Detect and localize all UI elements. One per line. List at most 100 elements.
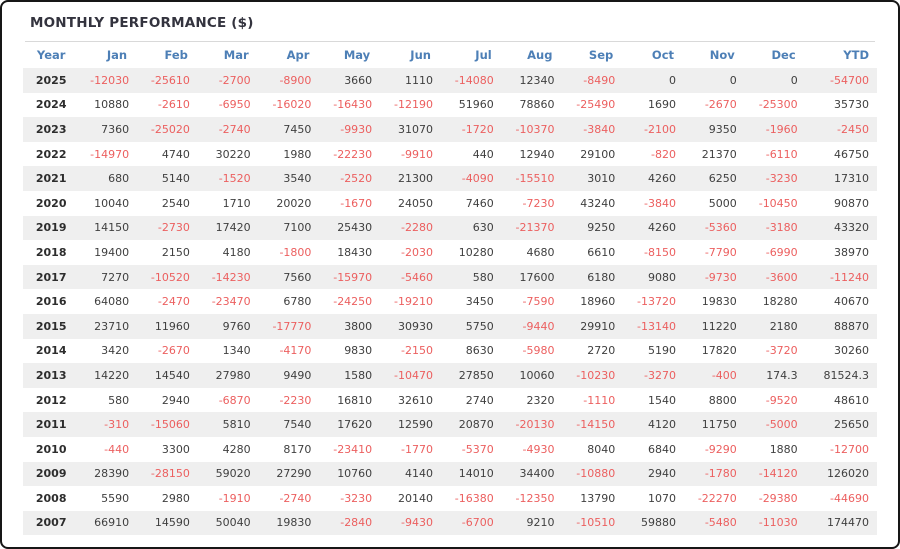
table-row: 2020 10040 2540 1710 20020 -1670 24050 7460 -723… (23, 191, 877, 216)
table-row: 2017 7270 -10520 -14230 7560 -15970 -5460 580 17… (23, 264, 877, 290)
value-cell: 38970 (834, 245, 869, 259)
value-cell: 2540 (161, 196, 190, 210)
value-cell: 7460 (465, 196, 494, 210)
value-cell: 1540 (648, 393, 677, 407)
year-cell: 2012 (35, 393, 67, 407)
value-cell: -310 (104, 418, 130, 432)
table-row: 2025 -12030 -25610 -2700 -8900 3660 1110 -14080… (23, 68, 877, 93)
value-cell: 88870 (834, 319, 869, 333)
column-header-year: Year (36, 48, 66, 62)
value-cell: -2230 (279, 393, 312, 407)
value-cell: 59880 (641, 516, 677, 530)
value-cell: 8800 (708, 393, 737, 407)
value-cell: -12350 (515, 491, 555, 505)
value-cell: -29380 (758, 491, 798, 505)
table-row: 2007 66910 14590 50040 19830 -2840 -9430 -6700 9… (23, 510, 877, 536)
value-cell: 126020 (827, 467, 869, 481)
value-cell: 2720 (587, 344, 616, 358)
value-cell: 24050 (397, 196, 433, 210)
column-header-sep: Sep (588, 48, 614, 62)
value-cell: -17770 (272, 319, 312, 333)
value-cell: 17310 (834, 172, 869, 186)
table-row: 2018 19400 2150 4180 -1800 18430 -2030 10280 468… (23, 240, 877, 265)
value-cell: -25610 (150, 73, 190, 87)
value-cell: -9440 (522, 319, 555, 333)
value-cell: -1780 (704, 467, 737, 481)
column-header-dec: Dec (771, 48, 796, 62)
value-cell: 4180 (222, 245, 251, 259)
value-cell: 6180 (587, 270, 616, 284)
table-header: Year Jan Feb Mar Apr May Jun Jul Aug Sep Oct Nov Dec… (23, 42, 877, 68)
year-cell: 2020 (35, 196, 67, 210)
value-cell: 2150 (161, 245, 190, 259)
value-cell: -10880 (576, 467, 616, 481)
column-header-aug: Aug (527, 48, 553, 62)
column-header-mar: Mar (223, 48, 249, 62)
value-cell: 46750 (834, 147, 869, 161)
value-cell: -1770 (400, 442, 433, 456)
year-cell: 2013 (35, 368, 67, 382)
value-cell: -4170 (279, 344, 312, 358)
value-cell: -1520 (218, 172, 251, 186)
value-cell: 7450 (283, 122, 312, 136)
value-cell: -2610 (157, 98, 190, 112)
value-cell: 17420 (215, 221, 251, 235)
value-cell: -10510 (576, 516, 616, 530)
year-cell: 2019 (35, 221, 67, 235)
table-row: 2019 14150 -2730 17420 7100 25430 -2280 630 -213… (23, 215, 877, 241)
value-cell: -820 (651, 147, 677, 161)
value-cell: 59020 (215, 467, 251, 481)
value-cell: 50040 (215, 516, 251, 530)
year-cell: 2018 (35, 245, 67, 259)
value-cell: -2280 (400, 221, 433, 235)
value-cell: -7790 (704, 245, 737, 259)
value-cell: 5750 (465, 319, 494, 333)
value-cell: 14590 (154, 516, 190, 530)
value-cell: 9210 (526, 516, 555, 530)
value-cell: -13140 (637, 319, 677, 333)
value-cell: 6610 (587, 245, 616, 259)
value-cell: 6250 (708, 172, 737, 186)
value-cell: -23470 (211, 295, 251, 309)
column-header-oct: Oct (651, 48, 675, 62)
column-header-nov: Nov (709, 48, 735, 62)
value-cell: -3600 (765, 270, 798, 284)
value-cell: 29910 (580, 319, 616, 333)
value-cell: 14220 (94, 368, 130, 382)
value-cell: 12590 (397, 418, 433, 432)
table-row: 2011 -310 -15060 5810 7540 17620 12590 20870 -20… (23, 412, 877, 437)
value-cell: 34400 (519, 467, 555, 481)
value-cell: -6870 (218, 393, 251, 407)
value-cell: 8040 (587, 442, 616, 456)
value-cell: -3230 (340, 491, 373, 505)
value-cell: 3420 (101, 344, 130, 358)
column-header-jan: Jan (106, 48, 128, 62)
value-cell: 18280 (762, 295, 798, 309)
year-cell: 2024 (35, 98, 67, 112)
column-header-jun: Jun (410, 48, 431, 62)
year-cell: 2014 (35, 344, 67, 358)
value-cell: 18960 (580, 295, 616, 309)
value-cell: 21300 (397, 172, 433, 186)
value-cell: -44690 (830, 491, 869, 505)
value-cell: 6840 (648, 442, 677, 456)
value-cell: 9760 (222, 319, 251, 333)
value-cell: 4260 (648, 172, 677, 186)
value-cell: -5370 (461, 442, 494, 456)
year-cell: 2023 (35, 122, 67, 136)
value-cell: -8900 (279, 73, 312, 87)
value-cell: 30220 (215, 147, 251, 161)
value-cell: 7270 (101, 270, 130, 284)
value-cell: -10230 (576, 368, 616, 382)
value-cell: 51960 (458, 98, 494, 112)
value-cell: 630 (472, 221, 494, 235)
value-cell: 2740 (465, 393, 494, 407)
value-cell: 174470 (827, 516, 869, 530)
value-cell: 2940 (648, 467, 677, 481)
value-cell: -6990 (765, 245, 798, 259)
table-row: 2023 7360 -25020 -2740 7450 -9930 31070 -1720 -1… (23, 117, 877, 142)
value-cell: -19210 (393, 295, 433, 309)
value-cell: -2670 (157, 344, 190, 358)
value-cell: 1070 (648, 491, 677, 505)
value-cell: -23410 (333, 442, 373, 456)
